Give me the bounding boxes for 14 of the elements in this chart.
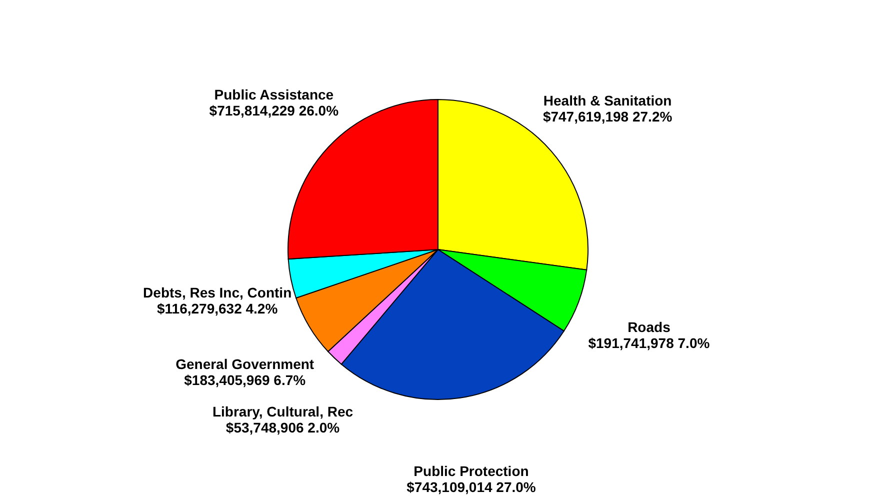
slice-label: Public Protection xyxy=(414,463,529,480)
data-label: $715,814,229 26.0% xyxy=(209,102,340,119)
data-label: $183,405,969 6.7% xyxy=(184,372,306,388)
data-label: $747,619,198 27.2% xyxy=(542,108,673,125)
data-label: $191,741,978 7.0% xyxy=(588,334,710,351)
slice-label: Roads xyxy=(628,318,671,335)
data-label: $116,279,632 4.2% xyxy=(156,300,278,316)
slice-label: General Government xyxy=(176,356,314,372)
slice-label: Library, Cultural, Rec xyxy=(212,403,354,420)
slice-label: Debts, Res Inc, Contin xyxy=(143,284,292,300)
slice-label: Public Assistance xyxy=(214,86,334,103)
data-label: $743,109,014 27.0% xyxy=(406,479,536,496)
data-label: $53,748,906 2.0% xyxy=(226,419,340,436)
slice-label: Health & Sanitation xyxy=(543,92,672,109)
